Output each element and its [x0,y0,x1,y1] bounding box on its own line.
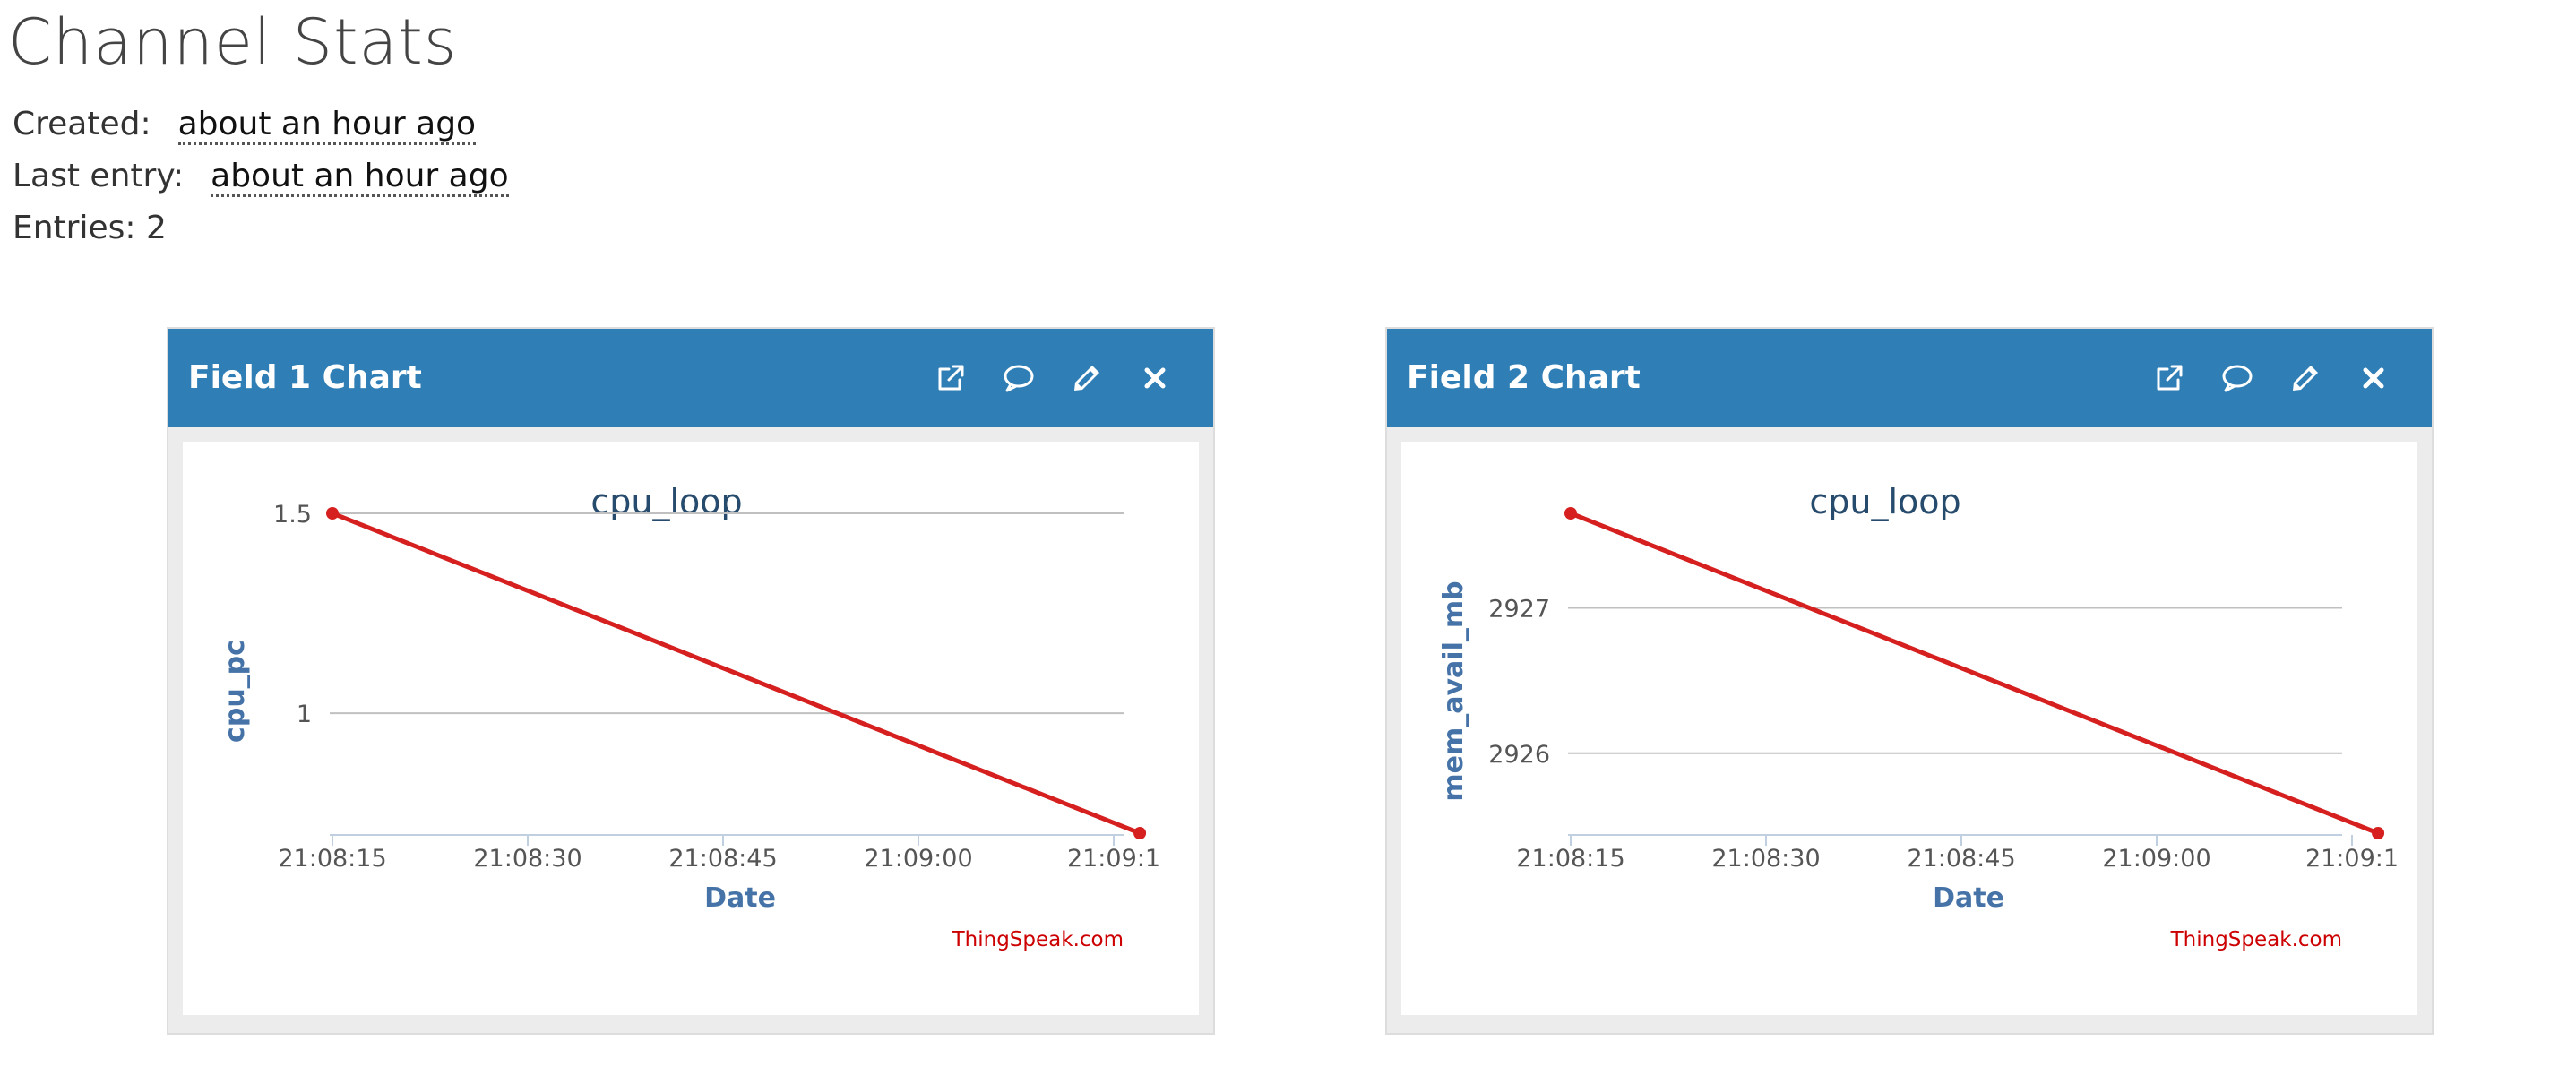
pencil-icon[interactable] [1064,356,1109,400]
x-tick-label: 21:09:00 [2102,845,2210,873]
last-entry-value: about an hour ago [211,159,509,197]
page-title: Channel Stats [8,5,458,79]
y-axis-label: mem_avail_mb [1438,581,1469,801]
external-link-icon[interactable] [928,356,973,400]
chart-area: cpu_loop 2927 2926 21:08:15 21:08:30 21:08:45… [1401,442,2417,1015]
x-tick-label: 21:08:15 [1516,845,1624,873]
chart-title: cpu_loop [590,482,742,521]
x-tick-label: 21:09:1 [2305,845,2399,873]
close-icon[interactable] [2351,356,2396,400]
pencil-icon[interactable] [2283,356,2328,400]
x-tick-label: 21:08:30 [473,845,582,873]
close-icon[interactable] [1133,356,1177,400]
panel-title: Field 1 Chart [188,359,422,396]
y-tick-label: 1.5 [273,501,312,529]
series-line [332,511,1141,836]
entries-count: Entries: 2 [13,210,167,246]
data-point [1133,827,1147,839]
panel-tools [928,356,1177,400]
data-point [1564,507,1577,520]
x-tick-label: 21:08:45 [1907,845,2015,873]
field-2-line-chart: cpu_loop 2927 2926 21:08:15 21:08:30 21:08:45… [1438,482,2399,951]
series-line [1570,511,2379,836]
field-1-line-chart: cpu_loop 1.5 1 21:08:15 21:08:30 21:08:45 21:0… [220,482,1160,951]
panel-tools [2147,356,2396,400]
data-point [2372,827,2385,839]
y-axis-label: cpu_pc [220,640,251,743]
panel-title: Field 2 Chart [1407,359,1641,396]
x-axis-label: Date [1933,882,2004,914]
created-row: Created: about an hour ago [13,99,509,151]
chart-credit: ThingSpeak.com [2170,928,2342,951]
created-label: Created: [13,106,151,142]
data-point [326,507,339,520]
entries-row: Entries: 2 [13,202,509,254]
comment-icon[interactable] [996,356,1041,400]
x-tick-label: 21:09:00 [864,845,972,873]
last-entry-row: Last entry: about an hour ago [13,151,509,202]
y-tick-label: 1 [297,701,312,728]
x-tick-label: 21:08:15 [278,845,386,873]
created-value: about an hour ago [177,107,477,145]
x-tick-label: 21:09:1 [1067,845,1160,873]
panel-heading: Field 1 Chart [168,329,1213,427]
last-entry-label: Last entry: [13,158,185,194]
field-1-chart-panel: Field 1 Chart [167,327,1215,1035]
y-tick-label: 2926 [1488,741,1550,769]
x-tick-label: 21:08:45 [668,845,777,873]
channel-stats: Created: about an hour ago Last entry: abo… [13,99,509,254]
field-2-chart-panel: Field 2 Chart [1385,327,2434,1035]
x-axis-label: Date [704,882,776,914]
external-link-icon[interactable] [2147,356,2192,400]
y-tick-label: 2927 [1488,595,1550,623]
comment-icon[interactable] [2215,356,2260,400]
chart-credit: ThingSpeak.com [952,928,1124,951]
chart-title: cpu_loop [1809,482,1960,521]
panel-heading: Field 2 Chart [1387,329,2432,427]
chart-area: cpu_loop 1.5 1 21:08:15 21:08:30 21:08:45 21:0… [183,442,1199,1015]
x-tick-label: 21:08:30 [1711,845,1820,873]
